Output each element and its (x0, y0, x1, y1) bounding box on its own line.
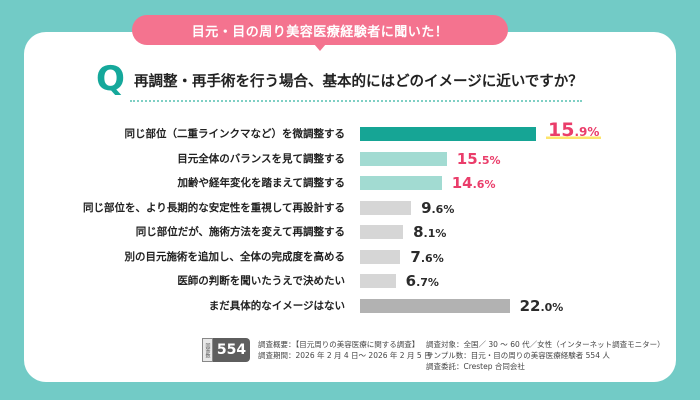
value-decimal: .1% (423, 227, 447, 240)
category-label: まだ具体的なイメージはない (208, 299, 345, 312)
value-label: 6.7% (406, 271, 439, 290)
bar (360, 249, 401, 264)
survey-target: 調査対象：全国／ 30 ～ 60 代／女性（インターネット調査モニター） (426, 340, 665, 349)
category-label: 同じ部位だが、施術方法を変えて再調整する (135, 226, 345, 238)
survey-client: 調査委託：Crestep 合同会社 (426, 362, 525, 371)
value-decimal: .5% (477, 153, 501, 167)
value-integer: 15 (548, 119, 575, 141)
respondent-count-badge: 回答数 554 (202, 338, 252, 362)
value-decimal: .9% (574, 125, 600, 139)
category-label: 目元全体のバランスを見て調整する (177, 152, 345, 165)
category-label: 加齢や経年変化を踏まえて調整する (177, 177, 345, 189)
value-integer: 15 (456, 149, 478, 168)
bar (360, 298, 510, 313)
value-label: 15.5% (457, 149, 501, 168)
bar (360, 127, 536, 141)
bar (360, 274, 396, 288)
value-integer: 9 (421, 198, 432, 217)
category-label: 別の目元施術を追加し、全体の完成度を高める (124, 250, 346, 263)
category-label: 同じ部位（二重ラインクマなど）を微調整する (124, 128, 346, 140)
value-integer: 7 (410, 247, 421, 266)
respondent-count-value: 554 (213, 338, 250, 362)
value-label: 15.9% (546, 119, 602, 141)
value-decimal: .6% (420, 251, 444, 265)
value-decimal: .6% (472, 178, 496, 191)
question-text: 再調整・再手術を行う場合、基本的にはどのイメージに近いですか？ (134, 74, 583, 90)
category-label: 医師の判断を聞いたうえで決めたい (177, 275, 345, 287)
bar (360, 151, 447, 166)
survey-period: 調査期間：2026 年 2 月 4 日～ 2026 年 2 月 5 日 (258, 351, 432, 360)
value-integer: 14 (451, 174, 473, 192)
value-label: 7.6% (410, 247, 443, 266)
value-decimal: .0% (540, 300, 564, 314)
bar (360, 200, 412, 215)
category-label: 同じ部位を、より長期的な安定性を重視して再設計する (83, 201, 345, 214)
respondent-count-label: 回答数 (202, 338, 213, 362)
value-label: 8.1% (413, 222, 446, 241)
question-mark: Q (96, 59, 125, 99)
value-label: 14.6% (452, 173, 496, 192)
value-decimal: .7% (416, 276, 439, 289)
survey-sample: サンプル数：目元・目の周りの美容医療経験者 554 人 (426, 351, 610, 360)
survey-banner: 目元・目の周り美容医療経験者に聞いた！ (132, 15, 508, 51)
card (24, 32, 676, 382)
value-label: 9.6% (421, 198, 454, 217)
value-label: 22.0% (520, 296, 564, 315)
bar (360, 176, 442, 190)
value-integer: 6 (405, 272, 417, 290)
dotted-divider (130, 100, 582, 102)
survey-overview: 調査概要：【目元周りの美容医療に関する調査】 (258, 340, 420, 349)
value-decimal: .6% (431, 202, 455, 216)
value-integer: 22 (519, 296, 541, 315)
banner-text: 目元・目の周り美容医療経験者に聞いた！ (191, 24, 449, 40)
bar (360, 225, 404, 239)
value-integer: 8 (413, 223, 424, 241)
